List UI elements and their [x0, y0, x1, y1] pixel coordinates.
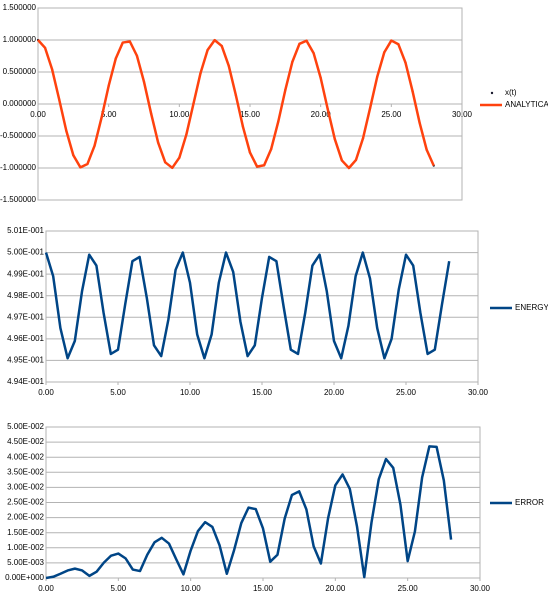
y-tick-label: 1.00E-002	[7, 543, 44, 552]
legend-label: ANALYTICAL	[505, 100, 548, 109]
x-tick-label: 20.00	[324, 388, 345, 397]
y-tick-label: 1.500000	[3, 3, 37, 12]
series-line	[44, 251, 451, 360]
y-tick-label: 0.00E+000	[5, 573, 44, 582]
series-line	[37, 38, 435, 170]
x-tick-label: 10.00	[180, 388, 201, 397]
x-tick-label: 10.00	[169, 110, 190, 119]
x-tick-label: 20.00	[325, 584, 346, 593]
y-tick-label: 0.000000	[3, 99, 37, 108]
x-tick-label: 15.00	[252, 388, 273, 397]
y-tick-label: 4.94E-001	[7, 377, 44, 386]
series-line	[45, 445, 453, 580]
y-tick-label: 3.00E-002	[7, 483, 44, 492]
x-tick-label: 5.00	[101, 110, 117, 119]
legend-label: ENERGY	[515, 303, 548, 312]
y-tick-label: -1.500000	[0, 195, 37, 204]
x-tick-label: 30.00	[452, 110, 473, 119]
legend-label: x(t)	[505, 88, 517, 97]
y-tick-label: -1.000000	[0, 163, 37, 172]
x-tick-label: 0.00	[30, 110, 46, 119]
plot-area	[45, 230, 479, 383]
x-tick-label: 20.00	[311, 110, 332, 119]
y-tick-label: 3.50E-002	[7, 467, 44, 476]
legend-marker	[490, 91, 494, 95]
x-tick-label: 10.00	[181, 584, 202, 593]
x-tick-label: 15.00	[253, 584, 274, 593]
y-tick-label: 4.95E-001	[7, 356, 44, 365]
x-tick-label: 0.00	[38, 388, 54, 397]
y-tick-label: 5.01E-001	[7, 226, 44, 235]
x-tick-label: 0.00	[38, 584, 54, 593]
x-tick-label: 5.00	[110, 388, 126, 397]
y-tick-label: 2.00E-002	[7, 513, 44, 522]
y-tick-label: 4.50E-002	[7, 437, 44, 446]
y-tick-label: 4.96E-001	[7, 334, 44, 343]
y-tick-label: 0.500000	[3, 67, 37, 76]
y-tick-label: 4.97E-001	[7, 312, 44, 321]
x-tick-label: 15.00	[240, 110, 261, 119]
x-tick-label: 25.00	[398, 584, 419, 593]
y-tick-label: -0.500000	[0, 131, 37, 140]
x-tick-label: 30.00	[470, 584, 491, 593]
x-tick-label: 30.00	[468, 388, 489, 397]
x-tick-label: 5.00	[111, 584, 127, 593]
y-tick-label: 4.99E-001	[7, 269, 44, 278]
y-tick-label: 2.50E-002	[7, 498, 44, 507]
y-tick-label: 1.50E-002	[7, 528, 44, 537]
y-tick-label: 5.00E-002	[7, 422, 44, 431]
x-tick-label: 25.00	[396, 388, 417, 397]
y-tick-label: 5.00E-001	[7, 248, 44, 257]
x-tick-label: 25.00	[381, 110, 402, 119]
legend-label: ERROR	[515, 498, 544, 507]
y-tick-label: 5.00E-003	[7, 558, 44, 567]
y-tick-label: 1.000000	[3, 35, 37, 44]
y-tick-label: 4.98E-001	[7, 291, 44, 300]
y-tick-label: 4.00E-002	[7, 452, 44, 461]
